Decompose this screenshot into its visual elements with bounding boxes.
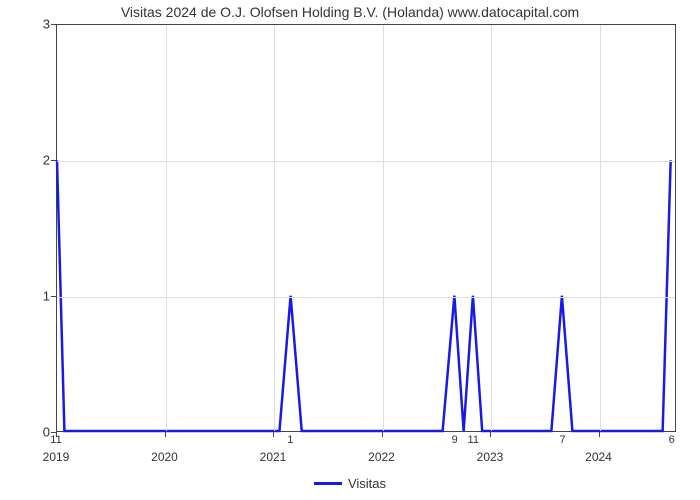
x-tick-minor-label: 7 [559,434,565,446]
gridline-h [57,161,675,162]
x-tick-mark [599,432,600,437]
gridline-v [491,25,492,431]
x-tick-minor-label: 1 [287,434,293,446]
x-tick-mark [165,432,166,437]
x-tick-major-label: 2020 [151,450,178,464]
x-tick-minor-label: 11 [468,434,479,446]
y-tick-label: 2 [10,153,50,168]
legend-label: Visitas [348,476,386,491]
gridline-v [383,25,384,431]
line-series [57,25,675,431]
chart-container: { "chart": { "type": "line", "title": "V… [0,0,700,500]
legend-swatch [314,482,342,485]
x-tick-mark [273,432,274,437]
gridline-v [600,25,601,431]
x-tick-major-label: 2022 [368,450,395,464]
legend: Visitas [0,475,700,491]
plot-area [56,24,676,432]
x-tick-major-label: 2023 [477,450,504,464]
x-tick-minor-label: 11 [50,434,61,446]
gridline-h [57,297,675,298]
y-tick-label: 1 [10,289,50,304]
y-tick-label: 3 [10,17,50,32]
gridline-v [166,25,167,431]
x-tick-mark [382,432,383,437]
y-tick-mark [51,160,56,161]
y-tick-label: 0 [10,425,50,440]
y-tick-mark [51,24,56,25]
x-tick-major-label: 2021 [260,450,287,464]
x-tick-minor-label: 6 [669,434,675,446]
x-tick-major-label: 2019 [43,450,70,464]
chart-title: Visitas 2024 de O.J. Olofsen Holding B.V… [0,4,700,20]
x-tick-mark [490,432,491,437]
gridline-v [274,25,275,431]
x-tick-major-label: 2024 [585,450,612,464]
y-tick-mark [51,296,56,297]
x-tick-minor-label: 9 [452,434,458,446]
